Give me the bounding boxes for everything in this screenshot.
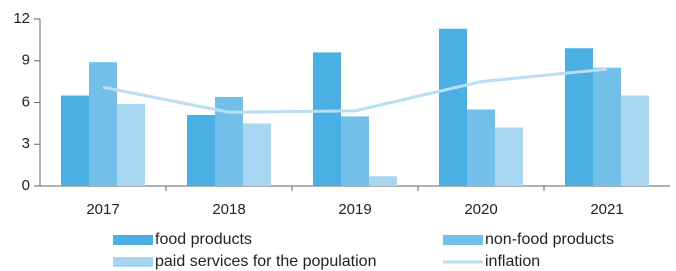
line — [103, 69, 607, 112]
bar — [565, 48, 593, 186]
legend-label: paid services for the population — [155, 253, 376, 270]
bar — [467, 109, 495, 186]
bar — [61, 96, 89, 186]
legend-swatch — [443, 235, 483, 245]
bar — [593, 68, 621, 186]
legend-label: non-food products — [485, 231, 614, 248]
bar — [495, 128, 523, 186]
bar — [369, 176, 397, 186]
x-tick-label: 2018 — [212, 201, 245, 218]
legend-swatch — [113, 257, 153, 267]
bar — [313, 52, 341, 186]
y-tick-label: 9 — [22, 52, 30, 69]
bar — [439, 29, 467, 186]
x-tick-label: 2017 — [86, 201, 119, 218]
bar — [117, 104, 145, 186]
legend-label: food products — [155, 231, 252, 248]
y-tick-label: 3 — [22, 135, 30, 152]
x-tick-label: 2019 — [338, 201, 371, 218]
legend-swatch — [113, 235, 153, 245]
bar — [187, 115, 215, 186]
y-tick-label: 12 — [13, 10, 30, 27]
y-tick-label: 0 — [22, 177, 30, 194]
x-tick-label: 2020 — [464, 201, 497, 218]
legend-label: inflation — [485, 253, 540, 270]
bar — [341, 116, 369, 186]
chart: 0 3 6 9 12 2017 2018 2019 2020 2021 food products n… — [0, 0, 676, 271]
bar — [243, 123, 271, 186]
y-tick-label: 6 — [22, 93, 30, 110]
bar — [89, 62, 117, 186]
x-tick-label: 2021 — [590, 201, 623, 218]
bar — [621, 96, 649, 186]
